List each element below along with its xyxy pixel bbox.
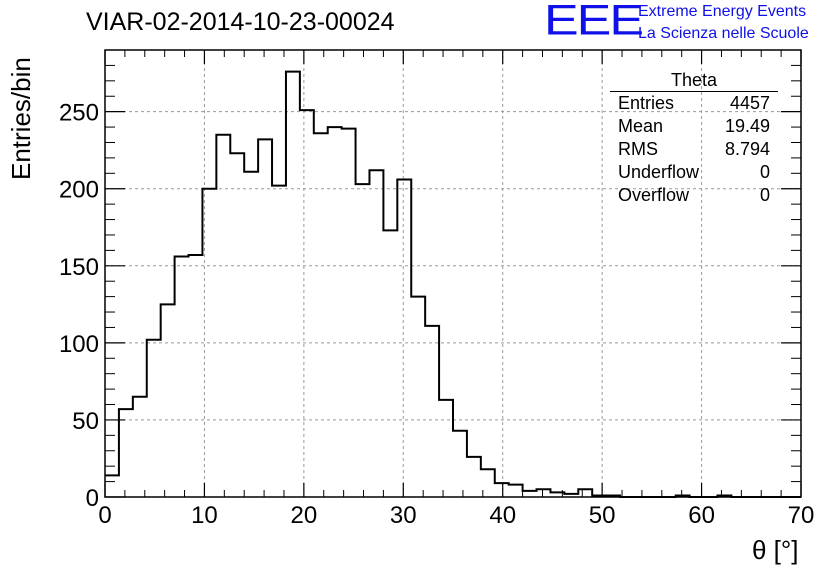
x-tick-label: 70 [788,502,815,529]
eee-logo-mark: EEE [544,0,644,45]
stats-label: Mean [618,116,664,136]
logo-line-2: La Scienza nelle Scuole [638,25,809,42]
stats-value: 0 [759,185,770,205]
y-tick-label: 250 [59,100,99,127]
stats-value: 0 [759,162,770,182]
stats-label: Underflow [618,162,700,182]
y-axis-label: Entries/bin [6,57,36,180]
x-tick-label: 10 [191,502,218,529]
y-tick-label: 0 [86,485,99,512]
x-tick-label: 60 [688,502,715,529]
logo-line-1: Extreme Energy Events [638,3,807,20]
stats-row-entries: Entries 4457 [610,92,778,115]
stats-label: Entries [618,93,675,113]
stats-row-overflow: Overflow 0 [610,184,778,207]
tick-labels: 0 10 20 30 40 50 60 70 0 50 100 150 200 250 [59,100,814,529]
y-tick-label: 100 [59,331,99,358]
y-tick-label: 150 [59,254,99,281]
stats-row-rms: RMS 8.794 [610,138,778,161]
stats-row-underflow: Underflow 0 [610,161,778,184]
stats-value: 19.49 [724,116,770,136]
plot-frame [104,49,802,498]
stats-title: Theta [610,70,778,92]
y-tick-label: 200 [59,177,99,204]
x-axis-label: θ [°] [752,535,799,565]
stats-label: RMS [618,139,658,159]
x-tick-label: 20 [291,502,318,529]
x-tick-label: 50 [589,502,616,529]
x-tick-label: 40 [489,502,516,529]
chart-title: VIAR-02-2014-10-23-00024 [86,8,395,36]
stats-box: Theta Entries 4457 Mean 19.49 RMS 8.794 … [610,70,778,207]
stats-label: Overflow [618,185,690,205]
x-tick-label: 30 [390,502,417,529]
y-tick-label: 50 [72,408,99,435]
stats-row-mean: Mean 19.49 [610,115,778,138]
stats-value: 8.794 [724,139,770,159]
x-tick-label: 0 [98,502,111,529]
stats-value: 4457 [729,93,770,113]
